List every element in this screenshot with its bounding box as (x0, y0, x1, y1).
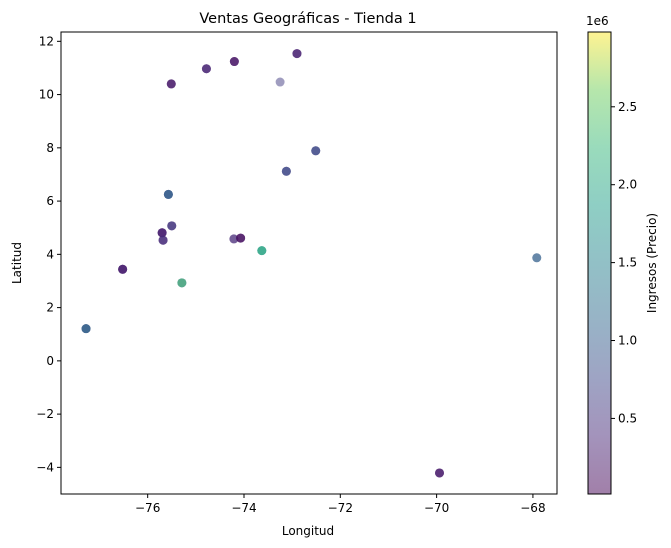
data-point (435, 468, 444, 478)
data-point (157, 228, 167, 238)
y-tick-label: 0 (46, 354, 54, 368)
data-point (167, 221, 177, 231)
data-point (163, 189, 173, 199)
x-axis-label: Longitud (282, 524, 334, 538)
colorbar-gradient (588, 32, 611, 494)
data-point (292, 49, 302, 59)
data-point (236, 233, 246, 243)
data-point (118, 264, 128, 274)
colorbar-ticks: 0.5 1.0 1.5 2.0 2.5 (611, 100, 637, 425)
chart-title: Ventas Geográficas - Tienda 1 (199, 11, 416, 27)
x-tick-label: −68 (520, 501, 545, 515)
plot-frame (60, 31, 558, 495)
y-tick-label: 12 (39, 34, 54, 48)
y-tick-label: 10 (39, 88, 54, 102)
colorbar-tick-label: 1.0 (618, 334, 637, 348)
data-point (166, 79, 176, 89)
colorbar-tick-label: 2.5 (618, 100, 637, 114)
data-point (275, 77, 285, 87)
y-tick-label: 4 (46, 247, 54, 261)
colorbar-tick-label: 0.5 (618, 411, 637, 425)
data-point (229, 234, 239, 244)
colorbar-label: Ingresos (Precio) (645, 213, 659, 313)
data-point (311, 146, 321, 156)
y-tick-label: −4 (36, 460, 54, 474)
y-tick-label: −2 (36, 407, 54, 421)
y-tick-label: 6 (46, 194, 54, 208)
y-tick-label: 2 (46, 301, 54, 315)
colorbar-tick-label: 2.0 (618, 178, 637, 192)
colorbar: 0.5 1.0 1.5 2.0 2.5 1e6 Ingresos (Precio) (586, 14, 659, 495)
data-point (532, 253, 542, 263)
data-point (257, 246, 267, 256)
x-tick-label: −74 (231, 501, 256, 515)
data-point (201, 64, 211, 74)
data-point (158, 235, 168, 245)
x-axis-ticks: −76 −74 −72 −70 −68 (135, 494, 546, 515)
y-axis-label: Latitud (10, 242, 24, 284)
data-point (177, 278, 187, 288)
data-point (281, 166, 291, 176)
data-points (81, 49, 542, 478)
data-point (229, 57, 239, 67)
colorbar-tick-label: 1.5 (618, 256, 637, 270)
y-tick-label: 8 (46, 141, 54, 155)
x-tick-label: −70 (424, 501, 449, 515)
colorbar-exponent-label: 1e6 (586, 14, 609, 28)
x-tick-label: −76 (135, 501, 160, 515)
plot-area: −76 −74 −72 −70 −68 −4 −2 0 2 4 6 8 10 12 (36, 31, 558, 515)
data-point (81, 324, 91, 334)
y-axis-ticks: −4 −2 0 2 4 6 8 10 12 (36, 34, 61, 474)
x-tick-label: −72 (328, 501, 353, 515)
